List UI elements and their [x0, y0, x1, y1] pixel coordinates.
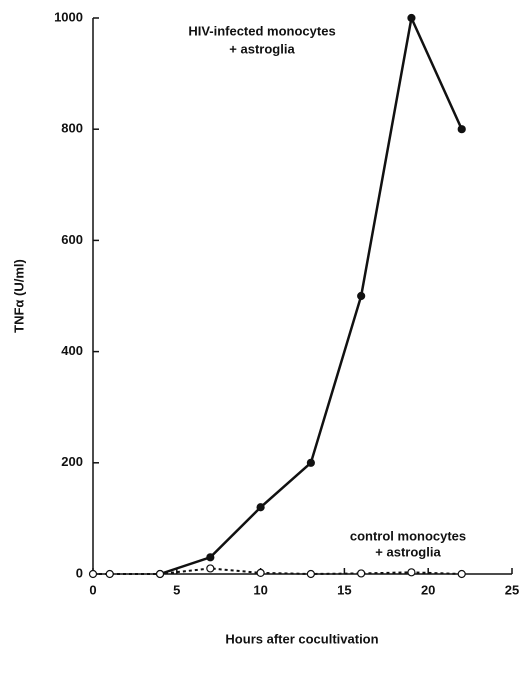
annotation: control monocytes [350, 528, 466, 543]
marker [357, 569, 366, 578]
x-tick-label: 25 [505, 582, 519, 597]
marker [155, 569, 165, 579]
x-tick-label: 5 [173, 582, 180, 597]
marker [407, 13, 416, 23]
marker [206, 564, 215, 573]
x-tick-label: 10 [253, 582, 267, 597]
annotation: + astroglia [375, 544, 441, 559]
marker [88, 569, 98, 579]
y-tick-label: 600 [61, 232, 83, 247]
marker [457, 125, 466, 134]
y-tick-label: 400 [61, 343, 83, 358]
marker [256, 503, 265, 512]
marker [306, 458, 315, 467]
line [93, 567, 462, 576]
x-tick-label: 0 [89, 582, 96, 597]
x-tick-label: 20 [421, 582, 435, 597]
marker [357, 291, 366, 301]
y-tick-label: 800 [61, 121, 83, 136]
y-axis-label: TNFα (U/ml) [11, 259, 26, 333]
x-axis-label: Hours after cocultivation [225, 631, 378, 646]
marker [206, 553, 215, 562]
marker [105, 569, 114, 579]
annotation: HIV-infected monocytes [188, 23, 335, 38]
marker [407, 568, 416, 577]
marker [256, 568, 265, 577]
y-tick-label: 1000 [54, 9, 83, 24]
marker [457, 569, 466, 579]
y-tick-label: 0 [76, 565, 83, 580]
line [159, 13, 463, 576]
x-tick-label: 15 [337, 582, 351, 597]
annotation: + astroglia [229, 41, 295, 56]
y-tick-label: 200 [61, 454, 83, 469]
marker [306, 569, 315, 579]
